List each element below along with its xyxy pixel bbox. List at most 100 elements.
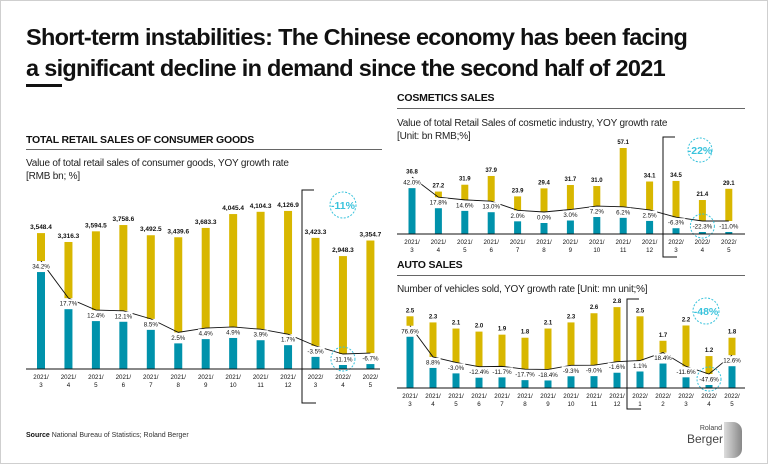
logo-line-2: Berger	[686, 432, 723, 446]
growth-bar	[338, 365, 347, 369]
growth-label: 3.9%	[254, 332, 269, 339]
x-tick-label-month: 11	[620, 247, 627, 254]
highlight-circle	[330, 346, 356, 372]
x-tick-label-month: 3	[684, 401, 688, 408]
x-tick-label-year: 2021/	[198, 374, 214, 381]
growth-bar	[646, 220, 654, 234]
x-tick-label-year: 2021/	[510, 239, 526, 246]
growth-label-bg	[491, 367, 513, 376]
growth-bar	[728, 366, 736, 388]
x-tick-label-month: 11	[257, 382, 264, 389]
value-bar	[475, 331, 483, 367]
value-bar	[566, 185, 574, 210]
value-bar	[201, 227, 210, 329]
value-bar	[119, 225, 128, 311]
growth-label: 8.8%	[426, 359, 441, 366]
x-tick-label-year: 2021/	[225, 374, 241, 381]
value-label: 1.2	[705, 348, 714, 354]
x-tick-label-month: 4	[431, 401, 435, 408]
growth-label-bg	[446, 363, 466, 372]
x-tick-label-month: 8	[523, 401, 527, 408]
value-bar	[613, 307, 621, 362]
x-tick-label-month: 3	[410, 247, 414, 254]
growth-bar	[91, 321, 100, 369]
value-label: 3,594.5	[85, 222, 107, 229]
growth-bar	[146, 329, 155, 369]
growth-bar	[590, 376, 598, 388]
value-label: 21.4	[697, 192, 709, 198]
value-bar	[256, 211, 265, 330]
x-tick-label-month: 11	[591, 401, 598, 408]
value-bar	[452, 328, 460, 363]
value-label: 2.0	[475, 324, 484, 330]
x-tick-label-year: 2021/	[253, 374, 269, 381]
value-label: 1.9	[498, 327, 507, 333]
value-label: 1.8	[521, 330, 530, 336]
auto-subtitle: Number of vehicles sold, YOY growth rate…	[397, 284, 648, 295]
x-tick-label-month: 8	[542, 247, 546, 254]
growth-bar	[174, 343, 183, 369]
value-label: 31.7	[565, 177, 577, 183]
growth-label: -9.0%	[586, 368, 603, 375]
growth-label-bg	[691, 222, 714, 230]
growth-label: -9.3%	[563, 368, 580, 375]
x-tick-label-month: 9	[546, 401, 550, 408]
x-tick-label-year: 2021/	[563, 393, 579, 400]
x-tick-label-year: 2021/	[517, 393, 533, 400]
value-bar	[366, 240, 375, 354]
growth-bar	[544, 380, 552, 388]
value-bar	[725, 188, 733, 221]
value-label: 2.1	[544, 321, 553, 327]
value-bar	[406, 316, 414, 326]
x-tick-label-year: 2022/	[668, 239, 684, 246]
x-tick-label-month: 10	[568, 401, 575, 408]
growth-label: -11.6%	[676, 369, 696, 376]
value-bar	[636, 316, 644, 361]
growth-label-bg	[86, 311, 106, 320]
x-tick-label-year: 2022/	[335, 374, 351, 381]
cosmetics-subtitle-1: Value of total Retail Sales of cosmetic …	[397, 118, 668, 129]
x-tick-label-year: 2021/	[143, 374, 159, 381]
value-label: 34.5	[670, 173, 682, 179]
value-label: 31.9	[459, 177, 471, 183]
source-text: National Bureau of Statistics; Roland Be…	[51, 432, 189, 439]
growth-bar	[475, 377, 483, 388]
growth-bar	[64, 309, 73, 369]
growth-label-bg	[698, 375, 720, 383]
growth-label: 4.4%	[199, 331, 214, 338]
x-tick-label-year: 2021/	[431, 239, 447, 246]
value-bar	[498, 334, 506, 367]
growth-label-bg	[481, 202, 501, 211]
value-label: 1.7	[659, 333, 668, 339]
growth-label: 3.0%	[563, 212, 578, 219]
x-tick-label-month: 7	[516, 247, 520, 254]
growth-label: 17.8%	[430, 200, 448, 207]
growth-label-bg	[584, 366, 604, 375]
title-line-2: a significant decline in demand since th…	[26, 55, 666, 81]
x-tick-label-year: 2021/	[116, 374, 132, 381]
growth-label: 2.0%	[511, 213, 526, 220]
growth-label-bg	[402, 178, 422, 187]
growth-label: 13.0%	[482, 204, 500, 211]
x-tick-label-year: 2021/	[425, 393, 441, 400]
value-bar	[429, 322, 437, 357]
x-tick-label-month: 7	[149, 382, 153, 389]
roland-berger-logo: Roland Berger	[668, 422, 748, 458]
growth-label: -6.7%	[362, 356, 379, 363]
value-label: 4,045.4	[222, 205, 244, 212]
value-label: 3,354.7	[360, 232, 382, 239]
growth-bar	[521, 380, 529, 388]
growth-label: 4.9%	[226, 329, 241, 336]
cosmetics-callout-label: -22%	[688, 145, 713, 157]
growth-bar	[366, 364, 375, 369]
growth-label-bg	[31, 262, 51, 271]
cosmetics-chart: 36.8 2021/3 27.2 2021/4 31.9 2021/5 37.9 2021/6…	[397, 136, 745, 258]
value-bar	[434, 191, 442, 198]
x-tick-label-month: 5	[463, 247, 467, 254]
x-tick-label-year: 2021/	[642, 239, 658, 246]
growth-label-bg	[455, 200, 475, 209]
growth-label: 18.4%	[654, 355, 672, 362]
x-tick-label-month: 6	[122, 382, 126, 389]
value-label: 3,316.3	[58, 233, 80, 240]
growth-label: -11.0%	[719, 224, 739, 231]
